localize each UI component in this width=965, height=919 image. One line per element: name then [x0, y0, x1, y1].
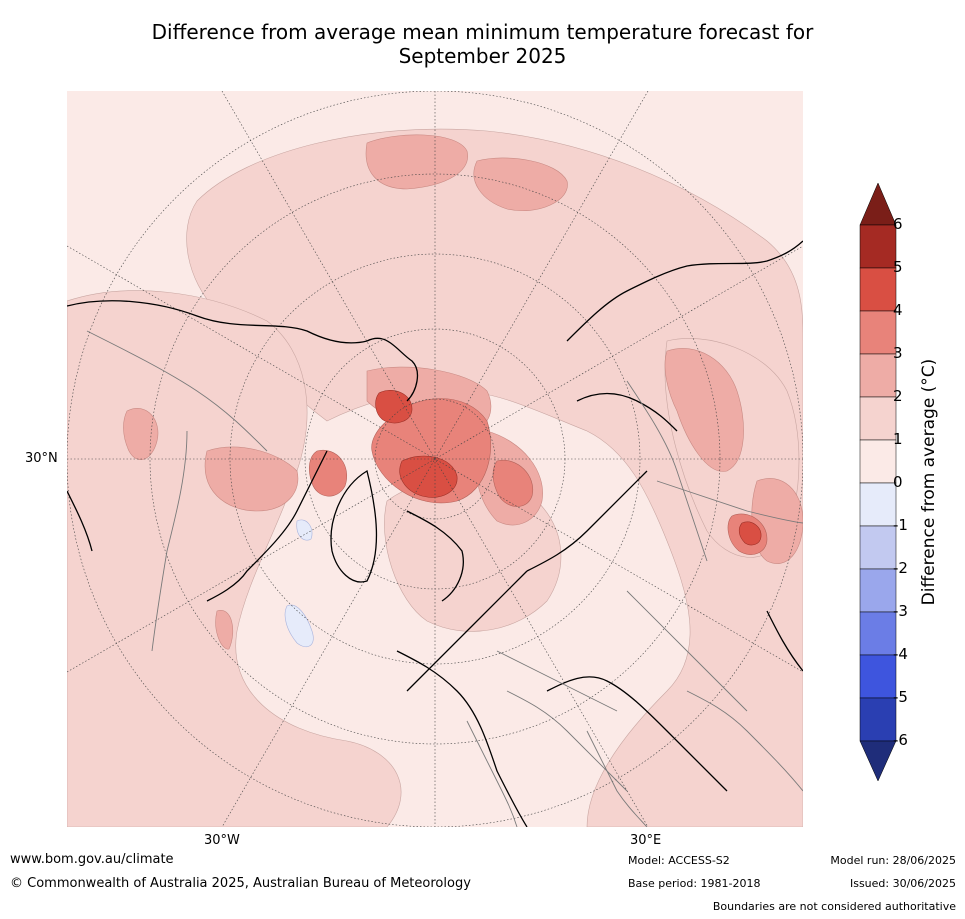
colorbar [859, 182, 897, 782]
colorbar-arrow-bottom [859, 740, 897, 782]
colorbar-seg-m4-m3 [859, 611, 897, 656]
website-link[interactable]: www.bom.gov.au/climate [10, 852, 174, 867]
model-run-text: Model run: 28/06/2025 [830, 854, 956, 867]
colorbar-arrow-top [859, 182, 897, 226]
cb-tick-m1: -1 [893, 516, 908, 534]
cb-tick-m2: -2 [893, 559, 908, 577]
colorbar-seg-m6-m5 [859, 697, 897, 742]
cb-tick-0: 0 [893, 473, 903, 491]
issued-text: Issued: 30/06/2025 [849, 877, 956, 890]
base-period-text: Base period: 1981-2018 [628, 877, 761, 890]
cb-tick-m6: -6 [893, 731, 908, 749]
title-line-2: September 2025 [398, 44, 567, 68]
cb-tick-m5: -5 [893, 688, 908, 706]
anomaly-4-5-regions [375, 389, 762, 546]
colorbar-seg-0-1 [859, 439, 897, 484]
colorbar-seg-m5-m4 [859, 654, 897, 699]
lon-label-30w: 30°W [204, 833, 240, 848]
colorbar-seg-m3-m2 [859, 568, 897, 613]
model-text: Model: ACCESS-S2 [628, 854, 730, 867]
colorbar-seg-5-6 [859, 224, 897, 269]
forecast-map [67, 91, 803, 827]
lat-label-30n: 30°N [25, 451, 58, 466]
cb-tick-3: 3 [893, 344, 903, 362]
coastlines [67, 240, 803, 827]
cb-tick-m4: -4 [893, 645, 908, 663]
colorbar-seg-4-5 [859, 267, 897, 312]
colorbar-label: Difference from average (°C) [919, 358, 939, 606]
colorbar-seg-m2-m1 [859, 525, 897, 570]
colorbar-segments [859, 182, 897, 782]
anomaly-cool-regions [284, 519, 314, 647]
lon-label-30e: 30°E [630, 833, 662, 848]
colorbar-seg-3-4 [859, 310, 897, 355]
chart-title: Difference from average mean minimum tem… [0, 20, 965, 68]
boundaries-text: Boundaries are not considered authoritat… [712, 900, 956, 913]
title-line-1: Difference from average mean minimum tem… [151, 20, 814, 44]
colorbar-seg-2-3 [859, 353, 897, 398]
cb-tick-5: 5 [893, 258, 903, 276]
colorbar-seg-1-2 [859, 396, 897, 441]
cb-tick-1: 1 [893, 430, 903, 448]
cb-tick-m3: -3 [893, 602, 908, 620]
graticule [67, 91, 803, 827]
copyright-text: © Commonwealth of Australia 2025, Austra… [10, 876, 471, 891]
colorbar-seg-m1-0 [859, 482, 897, 527]
country-borders [86, 330, 803, 827]
cb-tick-4: 4 [893, 301, 903, 319]
cb-tick-2: 2 [893, 387, 903, 405]
cb-tick-6: 6 [893, 215, 903, 233]
